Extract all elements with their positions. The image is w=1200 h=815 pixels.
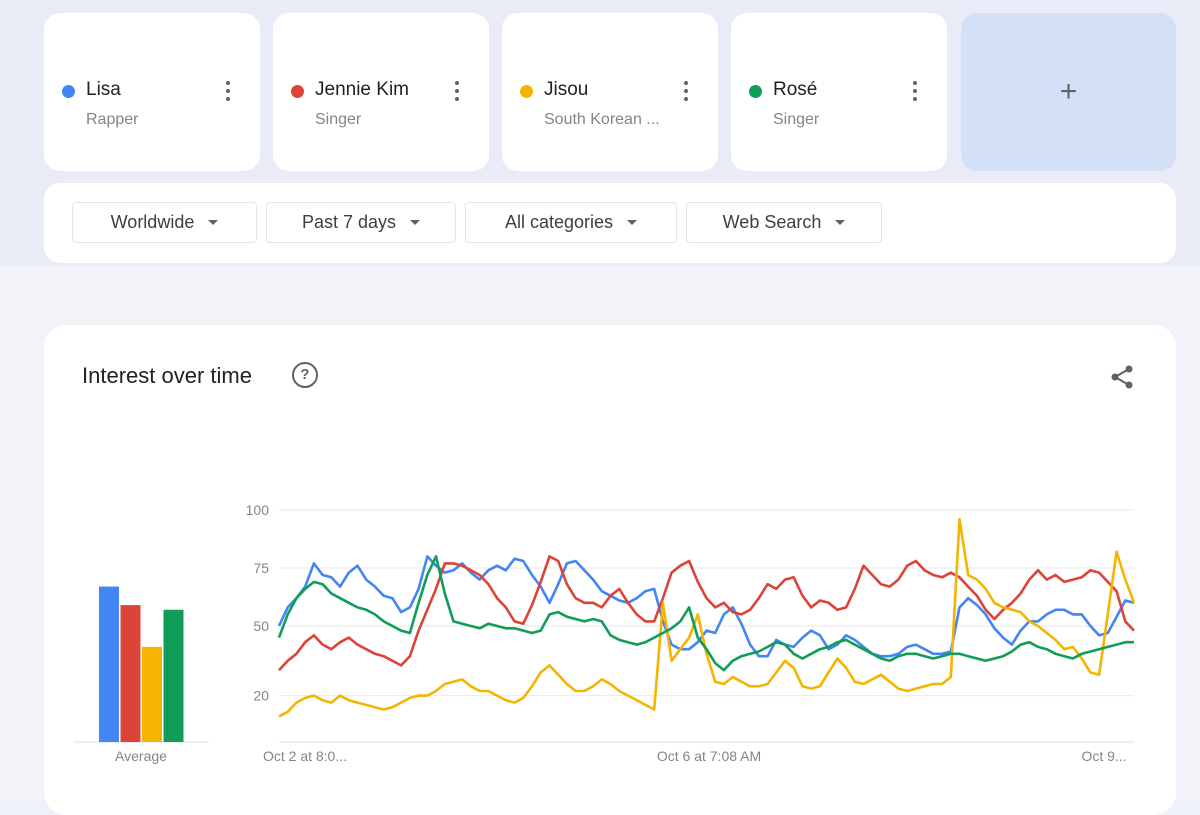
x-tick-label: Oct 6 at 7:08 AM <box>657 748 761 764</box>
average-label: Average <box>115 748 167 764</box>
filter-label: Web Search <box>722 212 822 232</box>
x-tick-label: Oct 9... <box>1081 748 1126 764</box>
more-options-icon[interactable] <box>678 79 694 105</box>
term-name: Lisa <box>86 79 121 100</box>
term-color-dot <box>62 85 75 98</box>
term-card-jennie-kim[interactable]: Jennie Kim Singer <box>273 13 489 171</box>
share-icon[interactable] <box>1108 363 1136 391</box>
caret-down-icon <box>208 220 219 225</box>
help-icon[interactable]: ? <box>292 362 318 388</box>
y-tick-label: 75 <box>253 560 269 576</box>
average-bar <box>142 646 162 742</box>
term-name: Jisou <box>544 79 589 100</box>
term-color-dot <box>291 85 304 98</box>
filter-label: Worldwide <box>110 212 195 232</box>
interest-chart: 100 75 50 20 Oct 2 at 8:0... Oct 6 at 7:08 AM… <box>74 502 1136 764</box>
interest-over-time-card: Interest over time ? 100 75 50 20 Oct 2 at 8… <box>44 325 1176 815</box>
caret-down-icon <box>627 220 638 225</box>
term-card-lisa[interactable]: Lisa Rapper <box>44 13 260 171</box>
filter-bar: Worldwide Past 7 days All categories Web… <box>44 183 1176 263</box>
y-tick-label: 50 <box>253 618 269 634</box>
y-tick-label: 20 <box>253 688 269 704</box>
series-line <box>278 518 1136 718</box>
chart-title: Interest over time <box>82 363 252 388</box>
series-line <box>277 555 1134 672</box>
time-range-filter[interactable]: Past 7 days <box>266 202 456 243</box>
x-tick-label: Oct 2 at 8:0... <box>263 748 347 764</box>
average-bar <box>120 605 141 742</box>
add-comparison-button[interactable]: + <box>961 13 1176 171</box>
average-bar <box>99 586 119 742</box>
term-subtitle: Rapper <box>86 111 139 128</box>
more-options-icon[interactable] <box>907 79 923 105</box>
plus-icon: + <box>1059 75 1078 108</box>
filter-label: Past 7 days <box>301 212 397 232</box>
y-tick-label: 100 <box>246 502 270 518</box>
average-bar <box>163 609 184 742</box>
region-filter[interactable]: Worldwide <box>72 202 257 243</box>
term-subtitle: South Korean ... <box>544 111 660 128</box>
more-options-icon[interactable] <box>220 79 236 105</box>
filter-label: All categories <box>504 212 614 232</box>
term-name: Jennie Kim <box>315 79 409 100</box>
caret-down-icon <box>410 220 421 225</box>
category-filter[interactable]: All categories <box>465 202 677 243</box>
term-card-jisou[interactable]: Jisou South Korean ... <box>502 13 718 171</box>
term-subtitle: Singer <box>315 111 362 128</box>
series-line <box>277 555 1135 658</box>
term-color-dot <box>749 85 762 98</box>
series-line <box>278 555 1135 671</box>
caret-down-icon <box>835 220 846 225</box>
term-name: Rosé <box>773 79 818 100</box>
term-color-dot <box>520 85 533 98</box>
more-options-icon[interactable] <box>449 79 465 105</box>
term-subtitle: Singer <box>773 111 820 128</box>
term-card-rose[interactable]: Rosé Singer <box>731 13 947 171</box>
search-type-filter[interactable]: Web Search <box>686 202 882 243</box>
